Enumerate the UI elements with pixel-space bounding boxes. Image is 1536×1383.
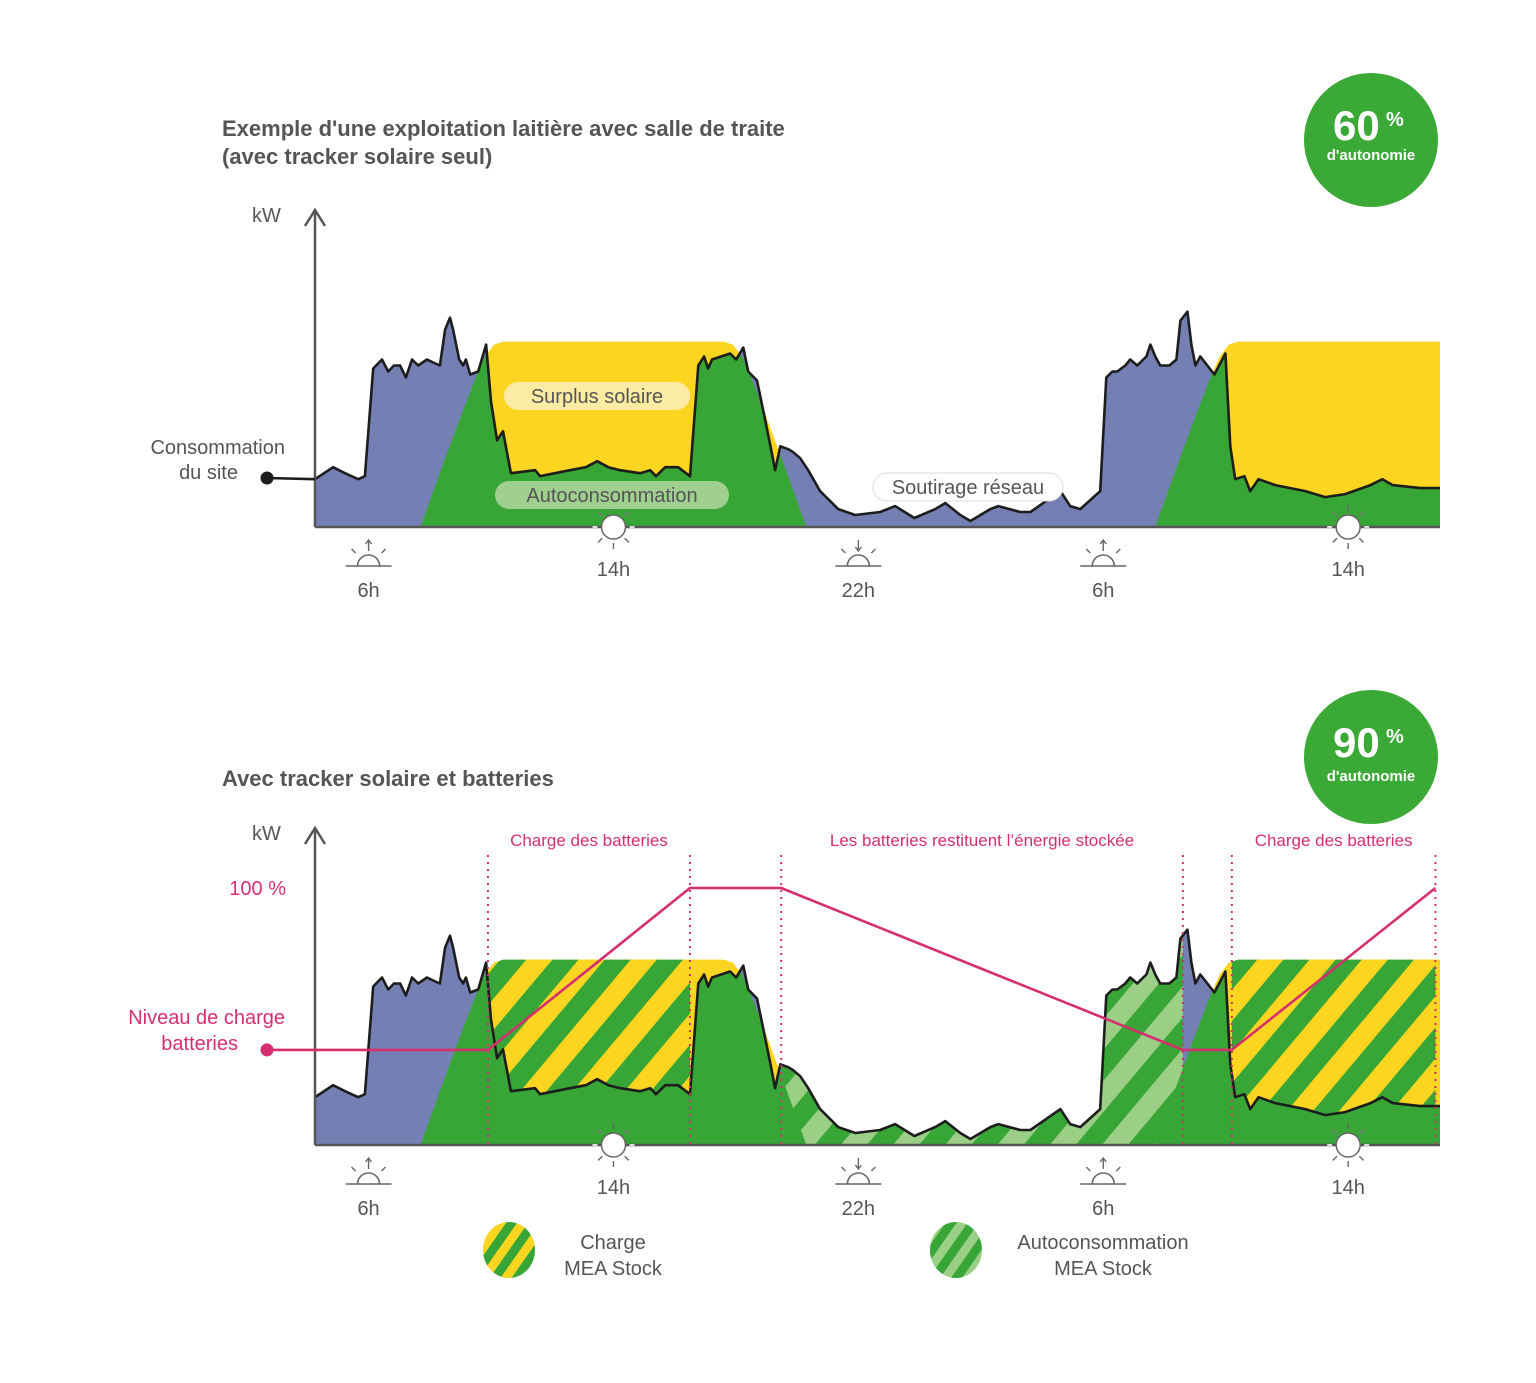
consumption-line — [314, 310, 1440, 523]
legend: Charge MEA Stock Autoconsommation MEA St… — [483, 1222, 1189, 1280]
x-tick-label: 6h — [1092, 1198, 1114, 1220]
badge-value: 90 — [1333, 719, 1380, 766]
x-tick-label: 6h — [357, 580, 379, 602]
badge-caption: d'autonomie — [1327, 147, 1416, 164]
chart-with-batteries: 6h 14h 22h 6h 14h Charge des batteries Les bat… — [260, 825, 1441, 1220]
autonomy-badge-60: 60 % d'autonomie — [1304, 73, 1438, 207]
battery-level-marker — [260, 1043, 274, 1057]
x-tick-label: 22h — [842, 1198, 875, 1220]
y-axis-arrow-icon — [303, 825, 327, 845]
chart1-title-line1: Exemple d'une exploitation laitière avec… — [222, 116, 785, 141]
battery-label-line2: batteries — [161, 1033, 238, 1055]
legend-swatch-autoconsumption — [930, 1222, 982, 1278]
x-tick-label: 14h — [1331, 1177, 1364, 1199]
sunrise-icon — [345, 1156, 392, 1185]
x-tick-label: 22h — [842, 580, 875, 602]
legend-swatch-charge — [483, 1222, 535, 1278]
consumption-label-line1: Consommation — [150, 437, 285, 459]
consumption-line — [314, 928, 1440, 1141]
x-tick-label: 14h — [1331, 559, 1364, 581]
sunrise-icon — [345, 538, 392, 567]
chart2-title: Avec tracker solaire et batteries — [222, 766, 554, 791]
sun-icon — [1327, 505, 1370, 549]
consumption-marker — [260, 471, 274, 485]
x-tick-label: 6h — [357, 1198, 379, 1220]
legend-item-autoconsumption: Autoconsommation MEA Stock — [930, 1222, 1189, 1280]
battery-label-line1: Niveau de charge — [128, 1007, 285, 1029]
grid-draw-label: Soutirage réseau — [872, 472, 1064, 502]
period-label: Les batteries restituent l’énergie stock… — [830, 831, 1134, 850]
sun-icon — [592, 505, 635, 549]
x-tick-label: 14h — [597, 559, 630, 581]
legend-label-line2: MEA Stock — [564, 1258, 663, 1280]
y-axis-arrow-icon — [303, 207, 327, 227]
surplus-label: Surplus solaire — [504, 382, 690, 410]
self-consumption-label: Autoconsommation — [495, 481, 729, 509]
battery-100-label: 100 % — [229, 878, 286, 900]
chart-solar-only: 6h 14h 22h 6h 14h Surplus solaire Autoconsomma… — [260, 207, 1441, 602]
badge-caption: d'autonomie — [1327, 768, 1416, 785]
sunrise-icon — [1080, 538, 1127, 567]
legend-label-line1: Charge — [580, 1232, 646, 1254]
sunrise-icon — [1080, 1156, 1127, 1185]
x-tick-label: 6h — [1092, 580, 1114, 602]
legend-label-line2: MEA Stock — [1054, 1258, 1153, 1280]
badge-unit: % — [1386, 109, 1404, 131]
x-tick-label: 14h — [597, 1177, 630, 1199]
autonomy-badge-90: 90 % d'autonomie — [1304, 690, 1438, 824]
self-consumption-label-text: Autoconsommation — [526, 485, 697, 507]
period-label: Charge des batteries — [510, 831, 668, 850]
battery-self-consumption-area — [781, 935, 1183, 1145]
period-label: Charge des batteries — [1255, 831, 1413, 850]
sunset-icon — [835, 1158, 882, 1185]
y-axis-label: kW — [252, 205, 281, 227]
surplus-label-text: Surplus solaire — [531, 386, 663, 408]
badge-unit: % — [1386, 726, 1404, 748]
battery-level-line — [266, 886, 1437, 1052]
badge-value: 60 — [1333, 102, 1380, 149]
sun-icon — [592, 1123, 635, 1167]
consumption-leader-line — [266, 476, 316, 481]
y-axis-label: kW — [252, 823, 281, 845]
chart1-title-line2: (avec tracker solaire seul) — [222, 144, 492, 169]
sun-icon — [1327, 1123, 1370, 1167]
sunset-icon — [835, 540, 882, 567]
consumption-label-line2: du site — [179, 462, 238, 484]
grid-draw-label-text: Soutirage réseau — [892, 477, 1044, 499]
legend-label-line1: Autoconsommation — [1017, 1232, 1188, 1254]
legend-item-charge: Charge MEA Stock — [483, 1222, 663, 1280]
